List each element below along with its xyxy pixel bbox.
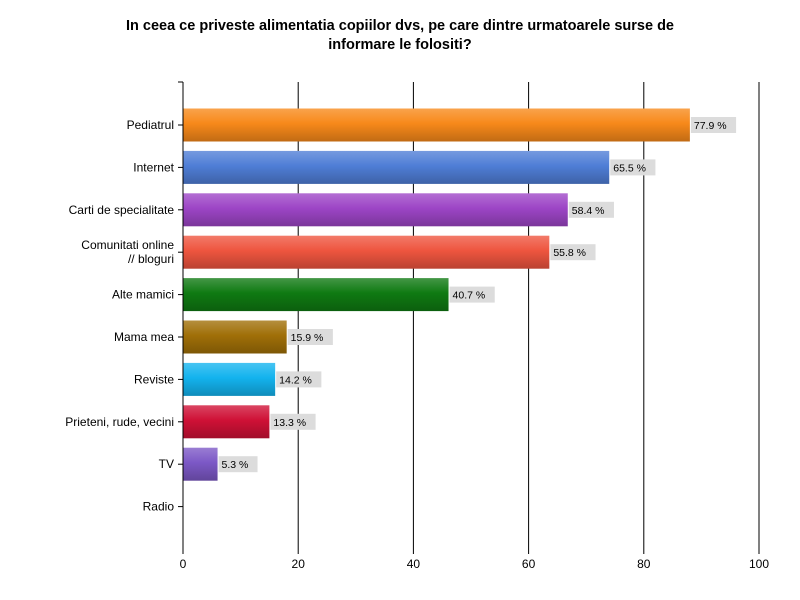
bar — [183, 278, 449, 312]
category-label: TV — [159, 457, 174, 471]
category-label: Internet — [133, 160, 174, 174]
category-label: Alte mamici — [112, 288, 174, 302]
value-label-bg — [550, 244, 596, 261]
value-label-bg — [270, 413, 316, 430]
bar-layer: 77.9 % 65.5 % 58.4 % 55.8 % 40.7 % 15.9 % 14.2… — [183, 108, 737, 481]
x-tick-label: 40 — [407, 557, 421, 571]
bar — [183, 320, 287, 354]
bar — [183, 447, 218, 481]
x-tick-label: 100 — [749, 557, 769, 571]
value-label: 77.9 % — [694, 120, 727, 132]
category-label: Reviste — [134, 372, 174, 386]
category-label: Radio — [143, 500, 175, 514]
category-label: Carti de specialitate — [69, 203, 175, 217]
value-label-bg — [690, 117, 737, 133]
value-label: 65.5 % — [613, 162, 646, 174]
bar — [183, 193, 568, 227]
x-tick-label: 60 — [522, 557, 536, 571]
value-label-bg — [287, 329, 333, 345]
chart-title: In ceea ce priveste alimentatia copiilor… — [125, 18, 674, 53]
bar — [183, 362, 276, 396]
x-tick-label: 80 — [637, 557, 651, 571]
value-label: 14.2 % — [279, 374, 312, 386]
value-label-bg — [568, 201, 614, 218]
value-label: 55.8 % — [553, 247, 586, 259]
category-label: Mama mea — [114, 330, 174, 344]
value-label: 15.9 % — [291, 332, 324, 344]
bar — [183, 108, 690, 142]
value-label-bg — [218, 456, 258, 473]
value-label-bg — [449, 286, 495, 303]
axis-layer: 0 20 40 60 80 100 Pediatrul Internet Carti de sp… — [65, 81, 769, 571]
bar — [183, 235, 550, 269]
bar — [183, 150, 610, 184]
value-label: 58.4 % — [572, 205, 605, 217]
value-label-bg — [276, 371, 322, 388]
bar — [183, 405, 270, 439]
value-label-bg — [610, 159, 656, 176]
x-tick-label: 0 — [180, 557, 187, 571]
value-label: 40.7 % — [453, 290, 486, 302]
x-tick-label: 20 — [292, 557, 306, 571]
value-label: 13.3 % — [273, 417, 306, 429]
value-label: 5.3 % — [222, 459, 249, 471]
category-label: Pediatrul — [127, 118, 174, 132]
category-label: Comunitati online// bloguri — [81, 238, 174, 266]
category-label: Prieteni, rude, vecini — [65, 415, 174, 429]
